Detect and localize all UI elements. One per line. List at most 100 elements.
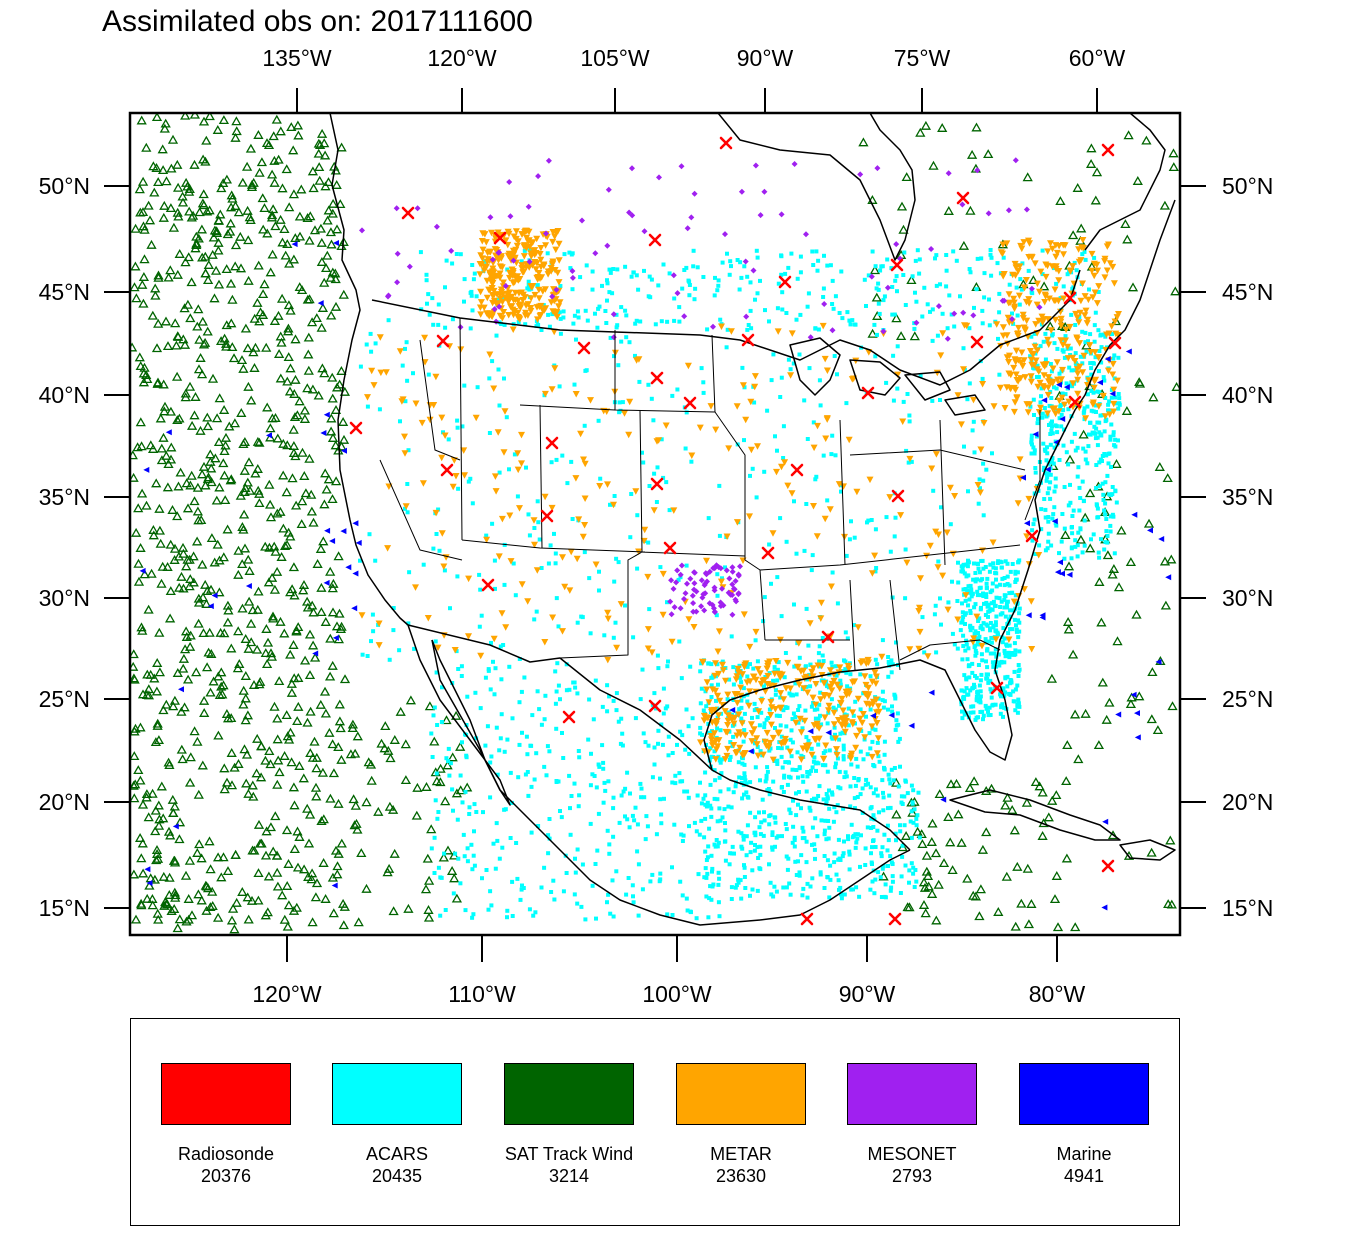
acars-marker xyxy=(371,629,376,634)
sat-track-wind-marker xyxy=(218,852,229,862)
sat-track-wind-marker xyxy=(285,649,296,659)
acars-marker xyxy=(951,249,956,254)
acars-marker xyxy=(874,566,879,570)
metar-marker xyxy=(418,419,426,427)
acars-marker xyxy=(757,866,762,871)
sat-track-wind-marker xyxy=(253,129,264,139)
sat-track-wind-marker xyxy=(180,388,191,398)
acars-marker xyxy=(745,699,750,704)
sat-track-wind-marker xyxy=(919,882,931,892)
acars-marker xyxy=(794,768,799,772)
sat-track-wind-marker xyxy=(300,488,312,498)
acars-marker xyxy=(650,872,655,877)
acars-marker xyxy=(739,716,744,721)
acars-marker xyxy=(709,695,714,699)
acars-marker xyxy=(815,834,820,839)
sat-track-wind-marker xyxy=(255,676,266,686)
acars-marker xyxy=(704,858,709,862)
sat-track-wind-marker xyxy=(207,900,218,910)
sat-track-wind-marker xyxy=(276,551,287,561)
sat-track-wind-marker xyxy=(336,621,347,631)
sat-track-wind-marker xyxy=(204,627,215,637)
acars-marker xyxy=(886,674,891,679)
acars-marker xyxy=(990,588,995,593)
sat-track-wind-marker xyxy=(325,426,337,436)
sat-track-wind-markers xyxy=(130,113,1180,934)
sat-track-wind-marker xyxy=(297,496,308,506)
acars-marker xyxy=(1063,334,1068,339)
sat-track-wind-marker xyxy=(169,543,181,553)
acars-marker xyxy=(797,765,802,770)
acars-marker xyxy=(358,558,362,563)
acars-marker xyxy=(826,819,831,823)
metar-marker xyxy=(754,666,762,673)
acars-marker xyxy=(903,596,908,601)
sat-track-wind-marker xyxy=(294,211,306,221)
acars-marker xyxy=(741,837,746,842)
metar-marker xyxy=(733,749,741,756)
acars-marker xyxy=(443,325,448,330)
mesonet-marker xyxy=(626,209,633,216)
acars-marker xyxy=(970,661,975,666)
sat-track-wind-marker xyxy=(161,450,172,460)
sat-track-wind-marker xyxy=(185,574,196,584)
sat-track-wind-marker xyxy=(289,844,300,854)
acars-marker xyxy=(1069,312,1074,317)
acars-marker xyxy=(450,317,455,322)
acars-marker xyxy=(965,657,970,662)
sat-track-wind-marker xyxy=(133,503,144,513)
acars-marker xyxy=(554,596,559,601)
metar-marker xyxy=(835,717,842,724)
acars-marker xyxy=(511,561,516,566)
acars-marker xyxy=(891,353,896,358)
acars-marker xyxy=(360,652,365,657)
metar-marker xyxy=(1095,283,1103,290)
acars-marker xyxy=(822,832,827,837)
acars-marker xyxy=(999,599,1004,604)
acars-marker xyxy=(1002,576,1007,580)
acars-marker xyxy=(997,291,1002,296)
acars-marker xyxy=(714,838,719,842)
sat-track-wind-marker xyxy=(239,465,250,475)
acars-marker xyxy=(499,712,504,717)
metar-marker xyxy=(364,394,371,401)
acars-marker xyxy=(661,686,666,691)
metar-marker xyxy=(1023,401,1031,408)
sat-track-wind-marker xyxy=(276,293,288,303)
sat-track-wind-marker xyxy=(186,420,198,430)
acars-marker xyxy=(695,793,700,798)
acars-marker xyxy=(462,854,467,859)
acars-marker xyxy=(820,636,825,640)
acars-marker xyxy=(707,826,712,831)
sat-track-wind-marker xyxy=(1080,708,1091,718)
acars-marker xyxy=(725,251,729,256)
acars-marker xyxy=(735,258,740,262)
acars-marker xyxy=(785,705,790,710)
sat-track-wind-marker xyxy=(180,870,192,880)
acars-marker xyxy=(822,886,827,890)
metar-marker xyxy=(542,242,550,249)
sat-track-wind-marker xyxy=(320,181,331,191)
sat-track-wind-marker xyxy=(331,224,343,234)
metar-marker xyxy=(769,756,777,764)
acars-marker xyxy=(638,319,643,324)
acars-marker xyxy=(821,286,826,291)
sat-track-wind-marker xyxy=(325,272,336,282)
sat-track-wind-marker xyxy=(1075,534,1087,544)
sat-track-wind-marker xyxy=(190,391,201,401)
sat-track-wind-marker xyxy=(219,784,230,794)
acars-marker xyxy=(818,690,823,695)
sat-track-wind-marker xyxy=(186,470,197,480)
acars-markers xyxy=(358,248,1122,922)
acars-marker xyxy=(706,844,711,849)
sat-track-wind-marker xyxy=(238,363,249,373)
sat-track-wind-marker xyxy=(278,470,289,480)
acars-marker xyxy=(775,762,780,766)
acars-marker xyxy=(770,847,775,852)
acars-marker xyxy=(763,779,768,784)
sat-track-wind-marker xyxy=(301,596,313,606)
mesonet-marker xyxy=(506,179,513,185)
metar-marker xyxy=(561,583,569,591)
acars-marker xyxy=(436,810,441,814)
metar-marker xyxy=(817,615,825,622)
